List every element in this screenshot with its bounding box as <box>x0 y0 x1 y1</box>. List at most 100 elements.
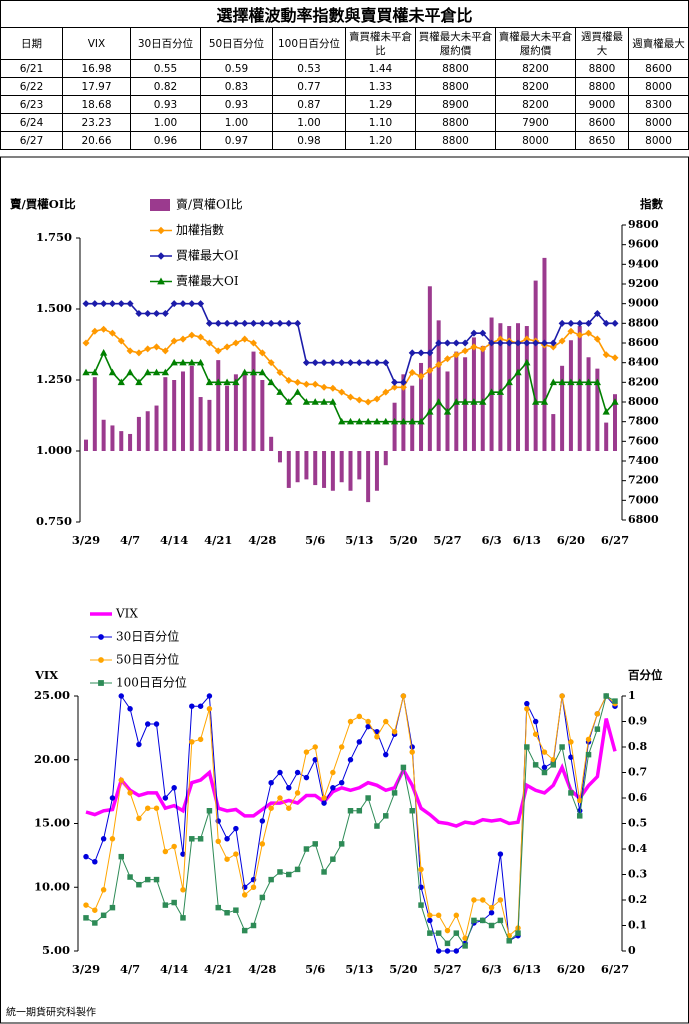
cell: 8600 <box>627 59 689 78</box>
bar <box>330 451 335 491</box>
cell: 0.98 <box>272 131 346 150</box>
marker <box>205 378 214 386</box>
marker <box>399 383 407 391</box>
marker <box>302 380 310 388</box>
marker <box>241 892 248 898</box>
cell: 8200 <box>495 59 576 78</box>
marker <box>100 300 108 308</box>
marker <box>479 345 487 353</box>
x-tick-label: 5/13 <box>345 962 373 976</box>
bar <box>374 451 379 491</box>
marker <box>286 805 292 811</box>
marker <box>391 790 398 796</box>
marker <box>400 693 407 699</box>
marker <box>162 795 169 801</box>
marker <box>559 693 565 699</box>
cell: 6/24 <box>0 113 63 132</box>
bar <box>560 365 565 451</box>
marker <box>277 795 283 801</box>
marker <box>277 869 283 875</box>
marker <box>232 339 240 347</box>
y-tick-label: 10.00 <box>34 879 70 893</box>
marker <box>427 912 433 919</box>
cell: 0.97 <box>200 131 273 150</box>
legend-label: 50日百分位 <box>116 652 179 667</box>
header-cell: 賣權最大未平倉履約價 <box>495 27 576 60</box>
marker <box>321 869 327 875</box>
marker <box>179 358 187 366</box>
marker <box>426 408 434 415</box>
y-tick-label: 20.00 <box>34 752 70 766</box>
marker <box>321 800 327 806</box>
marker <box>205 319 213 327</box>
bar <box>348 451 353 491</box>
marker <box>99 349 108 356</box>
marker <box>356 739 363 745</box>
y-tick-label: 1.500 <box>36 301 72 315</box>
y2-tick-label: 0.8 <box>628 740 647 753</box>
marker <box>108 329 116 337</box>
marker <box>171 785 177 791</box>
marker <box>157 252 165 260</box>
bar <box>542 257 547 451</box>
cell: 8800 <box>575 59 629 78</box>
marker <box>567 327 575 335</box>
marker <box>435 361 443 369</box>
marker <box>294 319 302 327</box>
marker <box>286 785 292 791</box>
bar <box>595 368 600 451</box>
marker <box>241 335 249 343</box>
marker <box>82 339 90 347</box>
marker <box>258 349 266 357</box>
marker <box>523 339 531 347</box>
marker <box>532 718 539 725</box>
marker <box>329 384 337 392</box>
title-row: 選擇權波動率指數與賣買權未平倉比 <box>0 0 689 28</box>
marker <box>602 351 610 359</box>
marker <box>161 368 169 376</box>
marker <box>250 922 257 929</box>
marker <box>100 887 107 893</box>
marker <box>585 329 593 337</box>
marker <box>153 309 161 318</box>
cell: 1.44 <box>345 59 416 78</box>
marker <box>91 327 99 335</box>
marker <box>417 349 425 357</box>
y2-tick-label: 9800 <box>628 218 659 231</box>
marker <box>294 866 301 873</box>
marker <box>233 851 239 857</box>
bar <box>533 280 538 451</box>
bar <box>216 360 221 451</box>
marker <box>470 329 478 337</box>
cell: 6/21 <box>0 59 63 78</box>
marker <box>267 359 275 367</box>
bar <box>189 365 194 451</box>
x-tick-label: 4/7 <box>120 962 140 976</box>
bar <box>577 326 582 451</box>
marker <box>505 378 513 386</box>
marker <box>277 769 283 776</box>
marker <box>382 359 390 367</box>
marker <box>347 718 354 725</box>
cell: 8800 <box>415 59 496 78</box>
marker <box>567 319 575 327</box>
marker <box>126 368 134 376</box>
marker <box>567 378 575 386</box>
header-row: 日期 VIX 30日百分位 50日百分位 100日百分位 賣買權未平倉比 買權最大未平倉履約… <box>0 27 689 60</box>
marker <box>576 331 584 339</box>
marker <box>170 337 178 345</box>
marker <box>157 226 165 235</box>
bar <box>286 451 291 488</box>
x-tick-label: 6/13 <box>513 962 541 976</box>
cell: 8650 <box>575 131 629 150</box>
marker <box>355 396 363 404</box>
cell: 9000 <box>575 95 629 114</box>
marker <box>549 343 557 351</box>
marker <box>355 417 363 425</box>
cell: 1.20 <box>345 131 416 150</box>
marker <box>179 300 187 308</box>
marker <box>330 769 336 776</box>
marker <box>594 726 601 732</box>
marker <box>532 339 540 347</box>
